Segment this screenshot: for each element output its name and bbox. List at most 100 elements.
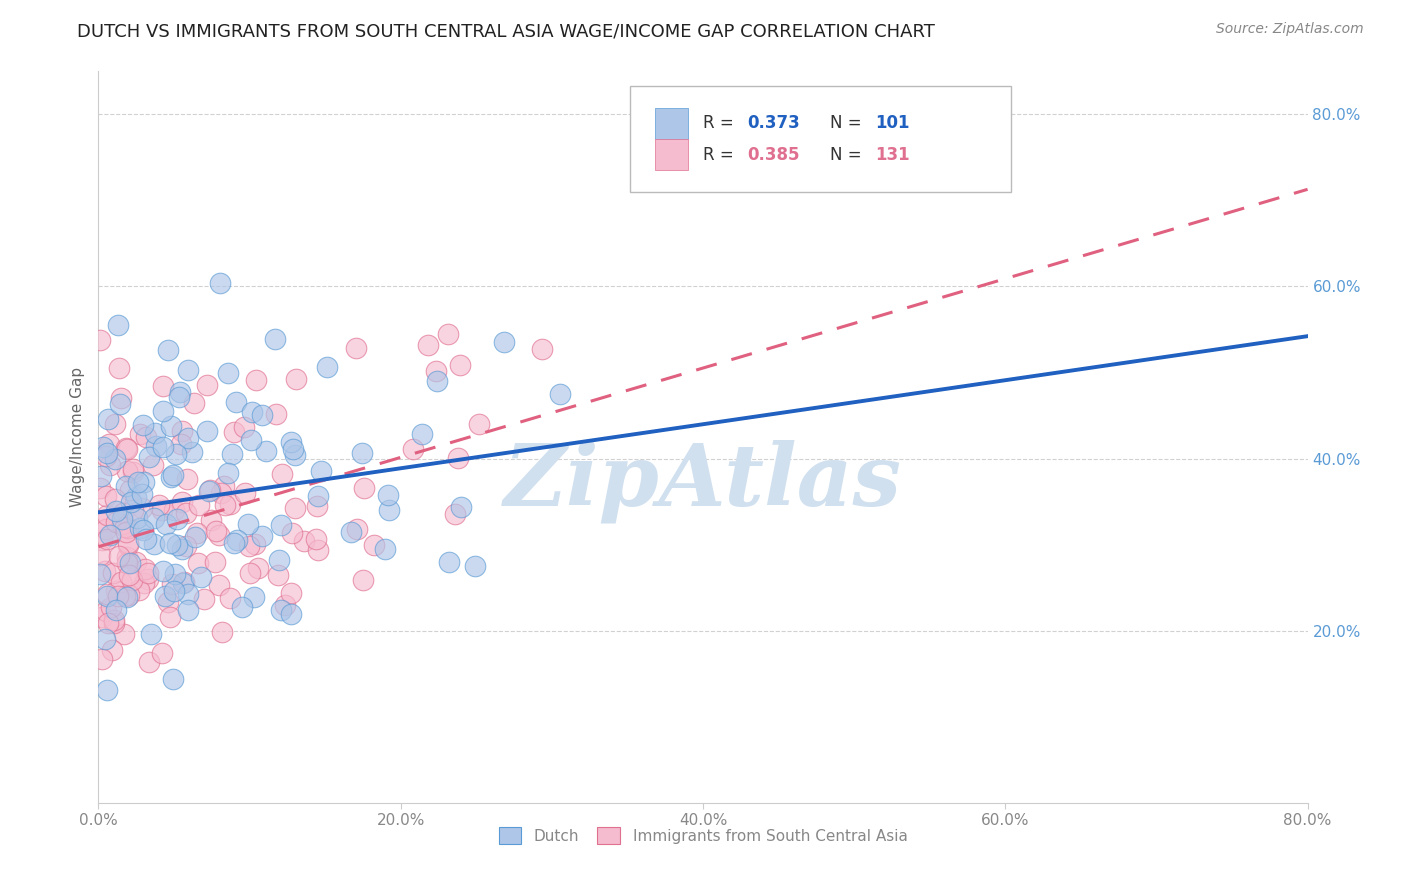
Point [195,424,218,438]
Point [115,549,138,564]
Point [217,367,239,381]
Point [160,577,183,591]
Point [108,361,131,376]
Point [103,615,125,630]
Point [162,584,184,599]
Point [198,484,221,499]
Point [132,475,155,490]
Point [132,524,155,538]
Point [377,488,399,502]
Point [115,442,138,456]
FancyBboxPatch shape [655,139,689,170]
Point [250,408,273,422]
Point [446,450,468,465]
Point [91,533,114,547]
Point [139,627,162,641]
Point [174,506,197,520]
Point [280,586,302,600]
Point [131,501,153,516]
Point [172,575,194,590]
Point [143,425,166,440]
Point [402,442,425,456]
Point [96,446,118,460]
Point [153,589,176,603]
Point [96,508,118,523]
Point [94,449,117,463]
Point [254,443,277,458]
Point [468,417,491,431]
Point [145,439,167,453]
Point [163,566,186,581]
Point [378,503,401,517]
Point [114,441,136,455]
Text: N =: N = [830,145,868,164]
Point [110,391,132,405]
Point [100,600,122,615]
Point [292,534,315,549]
Point [129,427,152,442]
Point [89,333,111,347]
Point [117,590,139,604]
Legend: Dutch, Immigrants from South Central Asia: Dutch, Immigrants from South Central Asi… [492,822,914,850]
Point [96,683,118,698]
Point [177,602,200,616]
Point [117,538,139,552]
Point [224,536,246,550]
Point [114,525,136,540]
Point [169,384,191,399]
Point [187,498,209,512]
Point [172,541,194,556]
Point [174,539,197,553]
Point [183,530,205,544]
Point [449,359,471,373]
Point [450,500,472,514]
Point [118,588,141,602]
Point [156,595,179,609]
Point [150,503,173,517]
Text: 0.373: 0.373 [748,114,800,132]
Point [157,343,180,357]
Point [240,433,263,447]
Point [183,396,205,410]
Point [363,538,385,552]
Point [177,431,200,445]
Point [217,467,239,481]
Point [219,497,242,511]
Point [135,532,157,546]
Point [214,499,236,513]
Point [115,479,138,493]
Point [138,656,160,670]
Point [245,373,267,387]
Point [219,591,242,606]
Point [239,566,262,580]
Point [98,528,121,542]
Point [114,589,136,603]
Point [411,426,433,441]
Text: R =: R = [703,145,740,164]
Point [284,500,307,515]
Point [352,573,374,587]
Point [246,561,269,575]
Point [98,458,121,473]
Point [309,465,332,479]
Point [115,556,138,570]
Point [152,565,174,579]
Point [264,407,287,421]
Text: 131: 131 [875,145,910,164]
Y-axis label: Wage/Income Gap: Wage/Income Gap [69,367,84,508]
Point [136,572,159,586]
Point [548,387,571,401]
Point [243,590,266,604]
Point [111,512,134,526]
Point [94,632,117,646]
Point [172,494,194,508]
Point [127,475,149,489]
Point [117,521,139,535]
Point [436,327,458,342]
Point [114,520,136,534]
Point [104,584,127,599]
Point [307,543,329,558]
Point [181,445,204,459]
Point [209,276,232,290]
Point [166,512,188,526]
